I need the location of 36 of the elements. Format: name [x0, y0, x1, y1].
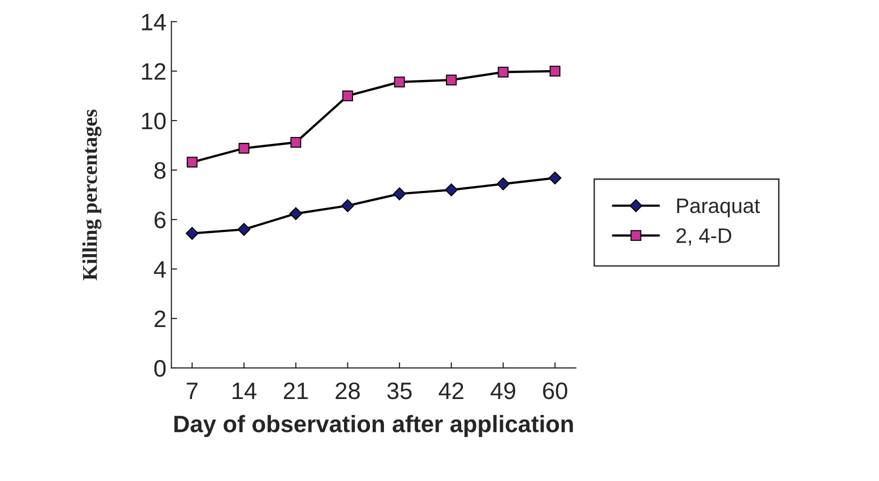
x-tick-label: 7 [186, 382, 198, 399]
point [550, 66, 560, 76]
point [186, 226, 199, 240]
y-tick-label: 12 [142, 63, 166, 80]
x-tick-label: 14 [232, 382, 256, 399]
point [290, 136, 302, 148]
y-tick-label: 4 [154, 261, 166, 278]
x-tick-label: 42 [438, 382, 464, 399]
x-tick-label: 35 [387, 382, 412, 400]
point [342, 90, 354, 102]
x-tick-label: 49 [490, 382, 516, 400]
x-tick-label: 60 [543, 382, 568, 400]
point [238, 142, 250, 154]
point [548, 172, 562, 184]
legend-label: 2, 4-D [676, 228, 732, 246]
point [394, 76, 405, 88]
y-tick-label: 14 [142, 14, 166, 30]
y-tick-label: 6 [154, 212, 166, 228]
y-tick-label: 2 [154, 310, 166, 328]
y-axis-title: Killing percentages [82, 110, 102, 280]
y-tick-label: 8 [154, 162, 166, 179]
legend-label: Paraquat [677, 198, 760, 218]
point [446, 74, 457, 86]
point [393, 187, 406, 200]
point [341, 199, 354, 212]
x-axis-title: Day of observation after application [174, 414, 573, 437]
point [496, 178, 510, 190]
point [289, 207, 302, 220]
point [186, 156, 198, 168]
point [498, 66, 509, 78]
y-tick-label: 10 [142, 112, 166, 130]
x-tick-label: 28 [336, 382, 360, 400]
y-tick-label: 0 [154, 360, 166, 377]
x-tick-label: 21 [284, 382, 308, 399]
point [444, 183, 458, 196]
point [238, 223, 250, 236]
